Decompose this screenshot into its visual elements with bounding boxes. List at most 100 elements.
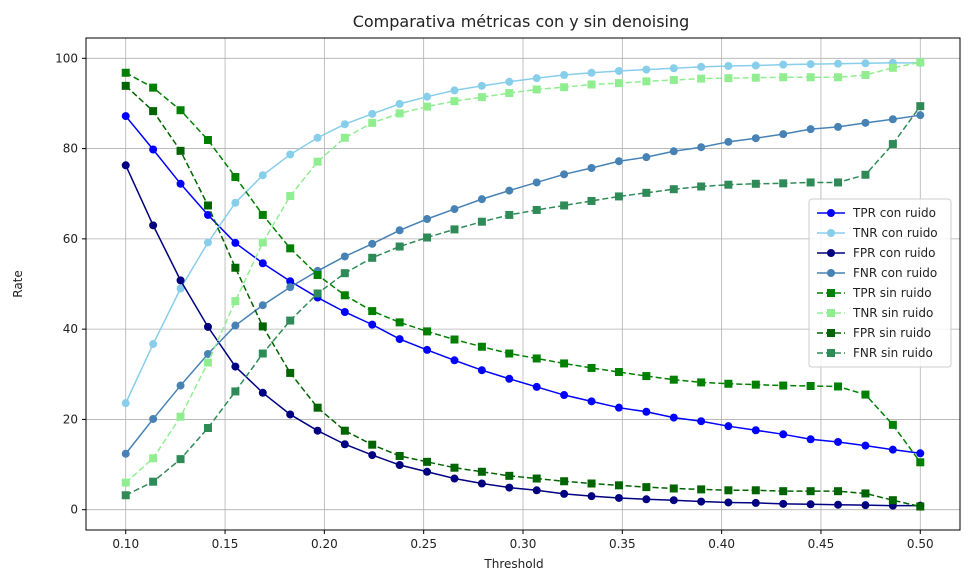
data-point — [614, 157, 623, 166]
data-point — [560, 477, 569, 486]
data-point — [395, 461, 404, 470]
data-point — [368, 253, 377, 262]
data-point — [203, 136, 212, 145]
data-point — [477, 467, 486, 476]
data-point — [587, 163, 596, 172]
data-point — [697, 497, 706, 506]
series-layer — [121, 58, 925, 511]
data-point — [861, 59, 870, 68]
series-line-fpr-sin-ruido — [125, 85, 921, 508]
data-point — [642, 77, 651, 86]
legend-item-fnr-con-ruido: FNR con ruido — [817, 266, 937, 280]
series-fpr-con-ruido — [121, 161, 925, 510]
data-point — [313, 270, 322, 279]
data-point — [286, 368, 295, 377]
data-point — [505, 77, 514, 86]
data-point — [313, 403, 322, 412]
data-point — [176, 284, 185, 293]
data-point — [313, 289, 322, 298]
data-point — [779, 130, 788, 139]
legend-label: TPR con ruido — [852, 206, 936, 220]
data-point — [806, 435, 815, 444]
data-point — [779, 499, 788, 508]
series-fnr-con-ruido — [121, 111, 925, 458]
data-point — [286, 277, 295, 286]
data-point — [697, 62, 706, 71]
data-point — [505, 374, 514, 383]
data-point — [231, 238, 240, 247]
x-tick-label: 0.45 — [808, 537, 835, 551]
data-point — [368, 118, 377, 127]
data-point — [834, 178, 843, 187]
series-line-fpr-con-ruido — [125, 164, 921, 507]
data-point — [806, 125, 815, 134]
data-point — [286, 316, 295, 325]
data-point — [149, 145, 158, 154]
data-point — [614, 79, 623, 88]
legend-label: FPR sin ruido — [853, 326, 931, 340]
data-point — [724, 498, 733, 507]
data-point — [669, 413, 678, 422]
data-point — [916, 111, 925, 120]
data-point — [532, 354, 541, 363]
data-point — [532, 474, 541, 483]
data-point — [587, 397, 596, 406]
data-point — [340, 307, 349, 316]
data-point — [450, 463, 459, 472]
x-tick-label: 0.20 — [311, 537, 338, 551]
data-point — [642, 153, 651, 162]
data-point — [834, 437, 843, 446]
data-point — [916, 449, 925, 458]
legend-swatch-marker — [827, 209, 835, 217]
data-point — [395, 335, 404, 344]
data-point — [176, 146, 185, 155]
data-point — [423, 345, 432, 354]
data-point — [477, 195, 486, 204]
legend-label: TNR sin ruido — [852, 306, 933, 320]
data-point — [861, 390, 870, 399]
data-point — [258, 259, 267, 268]
data-point — [450, 356, 459, 365]
series-tnr-con-ruido — [121, 58, 925, 408]
y-tick-label: 0 — [70, 503, 78, 517]
data-point — [423, 102, 432, 111]
data-point — [560, 391, 569, 400]
legend: TPR con ruido TNR con ruido FPR con ruido F… — [808, 198, 952, 368]
data-point — [176, 381, 185, 390]
data-point — [231, 387, 240, 396]
data-point — [258, 349, 267, 358]
data-point — [560, 71, 569, 80]
data-point — [340, 426, 349, 435]
data-point — [477, 217, 486, 226]
data-point — [286, 283, 295, 292]
data-point — [532, 382, 541, 391]
data-point — [669, 64, 678, 73]
legend-item-tnr-con-ruido: TNR con ruido — [817, 226, 938, 240]
data-point — [231, 321, 240, 330]
data-point — [697, 143, 706, 152]
legend-item-tpr-sin-ruido: TPR sin ruido — [817, 286, 932, 300]
data-point — [423, 467, 432, 476]
data-point — [697, 485, 706, 494]
legend-item-fpr-sin-ruido: FPR sin ruido — [817, 326, 931, 340]
data-point — [477, 81, 486, 90]
data-point — [423, 327, 432, 336]
data-point — [395, 109, 404, 118]
data-point — [313, 157, 322, 166]
data-point — [258, 238, 267, 247]
y-tick-label: 100 — [55, 51, 78, 65]
data-point — [149, 414, 158, 423]
data-point — [888, 140, 897, 149]
data-point — [834, 500, 843, 509]
data-point — [751, 380, 760, 389]
data-point — [697, 417, 706, 426]
x-axis: 0.10 0.15 0.20 0.25 0.30 0.35 0.40 0.45 0.50 — [112, 530, 934, 551]
data-point — [916, 102, 925, 111]
data-point — [751, 73, 760, 82]
data-point — [834, 382, 843, 391]
data-point — [340, 120, 349, 129]
data-point — [505, 349, 514, 358]
data-point — [751, 498, 760, 507]
data-point — [834, 59, 843, 68]
data-point — [779, 381, 788, 390]
